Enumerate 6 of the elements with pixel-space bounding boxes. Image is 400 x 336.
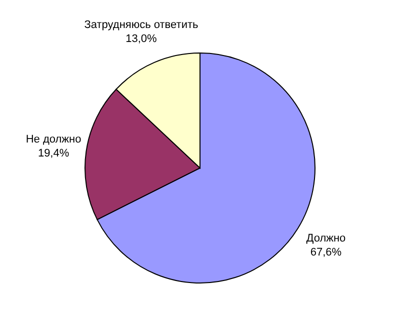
data-label: 19,4% — [38, 148, 70, 160]
slice-label: Должно — [306, 232, 346, 245]
slice-label: Не должно — [26, 134, 82, 146]
slice-label: Затрудняюсь ответить — [84, 19, 198, 32]
data-label: 67,6% — [310, 246, 342, 259]
data-label: 13,0% — [126, 33, 158, 46]
